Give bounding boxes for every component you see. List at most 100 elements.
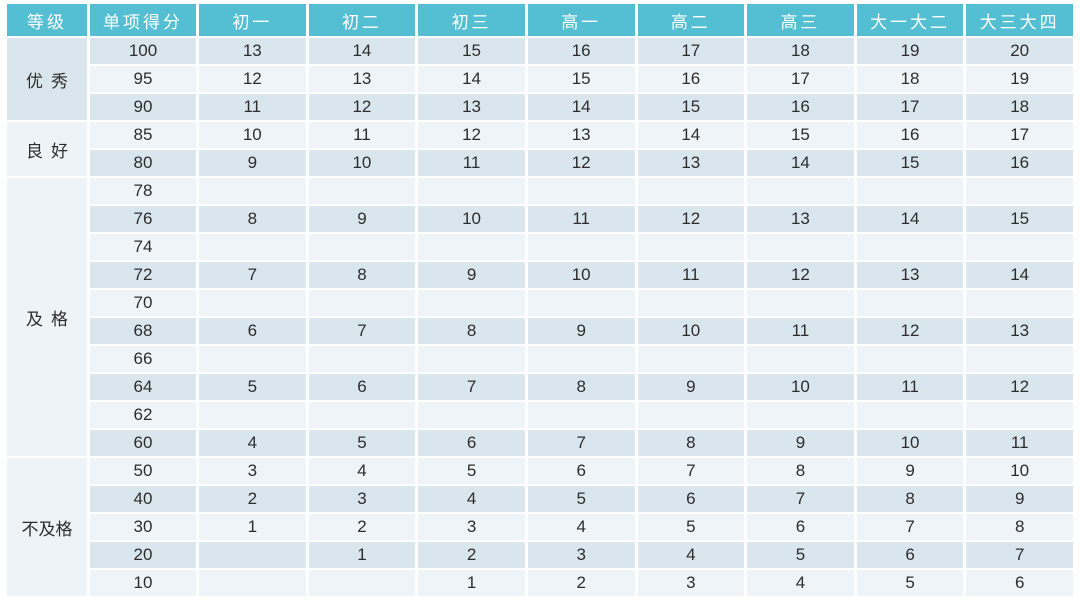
value-cell: 1 <box>308 542 416 568</box>
column-header: 高三 <box>747 4 854 36</box>
value-cell <box>856 346 964 372</box>
value-cell: 3 <box>199 458 306 484</box>
table-row: 不及格 50 3 4 5 6 7 8 9 10 <box>7 458 1073 596</box>
value-cell: 8 <box>637 430 745 456</box>
value-cell: 12 <box>308 94 416 120</box>
value-cell: 16 <box>966 150 1073 176</box>
grade-group-cell: 不及格 <box>7 458 87 596</box>
value-cell: 15 <box>418 38 525 64</box>
score-cell: 74 <box>90 234 196 260</box>
value-cell: 17 <box>966 122 1073 148</box>
table-row: 68 6 7 8 9 10 11 12 13 <box>7 318 1073 344</box>
value-cell <box>527 402 635 428</box>
value-cell: 14 <box>966 262 1073 288</box>
value-cell: 15 <box>637 94 745 120</box>
value-cell: 19 <box>966 66 1073 92</box>
value-cell: 2 <box>418 542 525 568</box>
value-cell: 18 <box>966 94 1073 120</box>
value-cell: 16 <box>856 122 964 148</box>
value-cell: 17 <box>856 94 964 120</box>
value-cell: 14 <box>527 94 635 120</box>
value-cell <box>856 402 964 428</box>
grade-score-table: 等级 单项得分 初一 初二 初三 高一 高二 高三 大一大二 大三大四 优秀 100 13 14 15 16… <box>4 2 1076 598</box>
column-header: 单项得分 <box>90 4 196 36</box>
score-cell: 90 <box>90 94 196 120</box>
score-cell: 78 <box>90 178 196 204</box>
value-cell <box>308 290 416 316</box>
value-cell: 3 <box>418 514 525 540</box>
column-header: 初三 <box>418 4 525 36</box>
value-cell: 12 <box>199 66 306 92</box>
value-cell: 15 <box>747 122 854 148</box>
value-cell: 17 <box>637 38 745 64</box>
value-cell: 11 <box>527 206 635 232</box>
value-cell: 12 <box>966 374 1073 400</box>
value-cell <box>418 346 525 372</box>
table-row: 70 <box>7 290 1073 316</box>
value-cell: 8 <box>418 318 525 344</box>
value-cell: 7 <box>966 542 1073 568</box>
value-cell: 7 <box>199 262 306 288</box>
value-cell: 10 <box>856 430 964 456</box>
value-cell: 11 <box>199 94 306 120</box>
value-cell <box>199 570 306 596</box>
value-cell <box>966 234 1073 260</box>
value-cell: 12 <box>527 150 635 176</box>
value-cell: 8 <box>527 374 635 400</box>
value-cell: 10 <box>199 122 306 148</box>
value-cell: 5 <box>199 374 306 400</box>
value-cell: 14 <box>308 38 416 64</box>
value-cell: 20 <box>966 38 1073 64</box>
table-row: 良好 85 10 11 12 13 14 15 16 17 <box>7 122 1073 176</box>
value-cell <box>747 402 854 428</box>
value-cell: 2 <box>308 514 416 540</box>
value-cell: 7 <box>856 514 964 540</box>
score-cell: 66 <box>90 346 196 372</box>
value-cell: 3 <box>637 570 745 596</box>
value-cell: 5 <box>418 458 525 484</box>
table-header: 等级 单项得分 初一 初二 初三 高一 高二 高三 大一大二 大三大四 <box>7 4 1073 36</box>
value-cell: 7 <box>308 318 416 344</box>
value-cell: 11 <box>856 374 964 400</box>
value-cell: 6 <box>199 318 306 344</box>
value-cell: 15 <box>527 66 635 92</box>
score-cell: 20 <box>90 542 196 568</box>
value-cell <box>966 290 1073 316</box>
value-cell: 7 <box>747 486 854 512</box>
value-cell <box>966 402 1073 428</box>
column-header: 大一大二 <box>856 4 964 36</box>
value-cell <box>308 234 416 260</box>
table-row: 60 4 5 6 7 8 9 10 11 <box>7 430 1073 456</box>
value-cell: 4 <box>308 458 416 484</box>
value-cell: 9 <box>637 374 745 400</box>
value-cell <box>527 178 635 204</box>
value-cell: 6 <box>308 374 416 400</box>
value-cell: 16 <box>637 66 745 92</box>
value-cell <box>199 542 306 568</box>
value-cell: 9 <box>199 150 306 176</box>
value-cell <box>418 178 525 204</box>
value-cell: 7 <box>637 458 745 484</box>
column-header: 初一 <box>199 4 306 36</box>
table-row: 90 11 12 13 14 15 16 17 18 <box>7 94 1073 120</box>
grade-group-cell: 优秀 <box>7 38 87 120</box>
value-cell: 1 <box>199 514 306 540</box>
value-cell <box>747 290 854 316</box>
header-row: 等级 单项得分 初一 初二 初三 高一 高二 高三 大一大二 大三大四 <box>7 4 1073 36</box>
value-cell <box>856 290 964 316</box>
value-cell: 4 <box>199 430 306 456</box>
value-cell: 7 <box>418 374 525 400</box>
value-cell: 14 <box>747 150 854 176</box>
table-row: 74 <box>7 234 1073 260</box>
value-cell: 10 <box>527 262 635 288</box>
value-cell <box>637 346 745 372</box>
score-cell: 40 <box>90 486 196 512</box>
table-row: 62 <box>7 402 1073 428</box>
table-row: 40 2 3 4 5 6 7 8 9 <box>7 486 1073 512</box>
score-cell: 80 <box>90 150 196 176</box>
value-cell: 4 <box>637 542 745 568</box>
grade-group-cell: 良好 <box>7 122 87 176</box>
value-cell: 8 <box>856 486 964 512</box>
value-cell <box>747 178 854 204</box>
value-cell: 6 <box>527 458 635 484</box>
